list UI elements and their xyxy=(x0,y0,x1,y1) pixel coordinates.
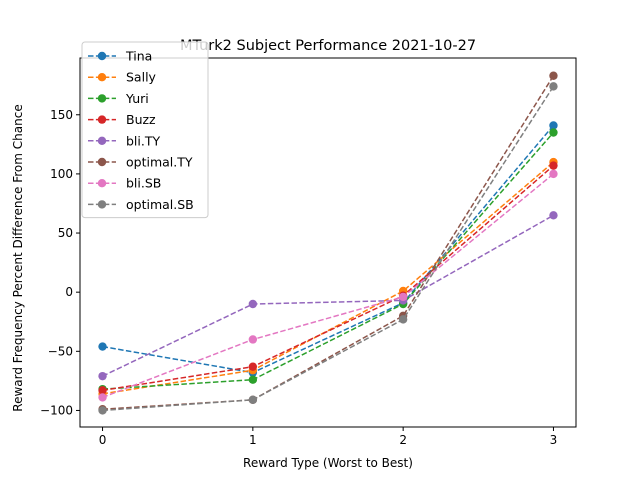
legend-item: optimal.SB xyxy=(88,197,194,212)
legend-item: Sally xyxy=(88,70,157,85)
data-point xyxy=(248,362,258,371)
legend-label: Tina xyxy=(125,49,152,64)
legend-item: bli.SB xyxy=(88,176,161,191)
x-tick-label: 3 xyxy=(550,433,558,447)
legend-label: bli.TY xyxy=(126,133,160,148)
legend-marker xyxy=(97,73,107,82)
series-line xyxy=(102,85,555,412)
legend-item: bli.TY xyxy=(88,133,160,148)
chart-title: MTurk2 Subject Performance 2021-10-27 xyxy=(180,38,476,54)
legend-marker xyxy=(97,157,107,167)
data-point xyxy=(98,386,107,395)
y-tick-label: −50 xyxy=(48,344,73,358)
data-point xyxy=(248,395,258,404)
series-bli-sb xyxy=(98,169,558,402)
legend-label: bli.SB xyxy=(126,176,161,191)
legend-marker xyxy=(97,179,107,188)
legend-label: Sally xyxy=(126,70,157,85)
data-point xyxy=(549,169,558,179)
series-bli-ty xyxy=(98,211,558,381)
legend-item: Yuri xyxy=(88,91,149,106)
x-axis-label: Reward Type (Worst to Best) xyxy=(243,456,413,470)
series-line xyxy=(102,214,554,377)
data-point xyxy=(248,335,258,344)
legend-label: optimal.TY xyxy=(126,155,193,170)
data-point xyxy=(549,71,558,80)
legend-label: Buzz xyxy=(126,112,156,127)
series-line xyxy=(102,132,555,390)
data-point xyxy=(549,121,558,130)
series-layer xyxy=(98,71,558,415)
x-axis: 0 1 2 3 xyxy=(99,427,558,447)
y-tick-label: 100 xyxy=(50,167,73,181)
y-axis: −100 −50 0 50 100 150 xyxy=(40,108,80,417)
series-optimal-sb xyxy=(98,82,558,415)
data-point xyxy=(549,161,558,170)
legend-label: optimal.SB xyxy=(126,197,194,212)
data-point xyxy=(98,371,107,381)
legend-marker xyxy=(97,94,107,103)
y-tick-label: −100 xyxy=(40,403,73,417)
x-tick-label: 2 xyxy=(399,433,407,447)
data-point xyxy=(549,211,558,220)
data-point xyxy=(248,375,258,384)
legend-marker xyxy=(97,115,107,124)
plot-frame xyxy=(79,57,577,428)
series-line xyxy=(102,161,554,395)
data-point xyxy=(549,82,558,91)
data-point xyxy=(248,299,258,309)
y-axis-label: Reward Frequency Percent Difference From… xyxy=(11,104,25,411)
legend-item: Buzz xyxy=(88,112,156,127)
legend-item: Tina xyxy=(88,49,152,64)
y-tick-label: 150 xyxy=(50,108,73,122)
data-point xyxy=(98,342,107,351)
x-tick-label: 1 xyxy=(249,433,257,447)
data-point xyxy=(98,406,107,415)
data-point xyxy=(398,315,408,324)
legend-marker xyxy=(97,200,107,209)
legend-frame xyxy=(81,41,209,219)
legend-marker xyxy=(97,136,107,145)
y-tick-label: 50 xyxy=(58,226,73,240)
data-point xyxy=(98,393,107,402)
legend-marker xyxy=(97,51,107,61)
x-tick-label: 0 xyxy=(99,433,107,447)
series-line xyxy=(102,124,555,374)
data-point xyxy=(549,128,558,137)
legend: Tina Sally Yuri Buzz bli.TY optimal.TY bli.SB o… xyxy=(81,41,209,219)
series-line xyxy=(102,173,554,399)
legend-label: Yuri xyxy=(125,91,149,106)
series-line xyxy=(102,165,554,392)
legend-item: optimal.TY xyxy=(88,155,193,170)
y-tick-label: 0 xyxy=(65,285,73,299)
data-point xyxy=(398,292,408,302)
